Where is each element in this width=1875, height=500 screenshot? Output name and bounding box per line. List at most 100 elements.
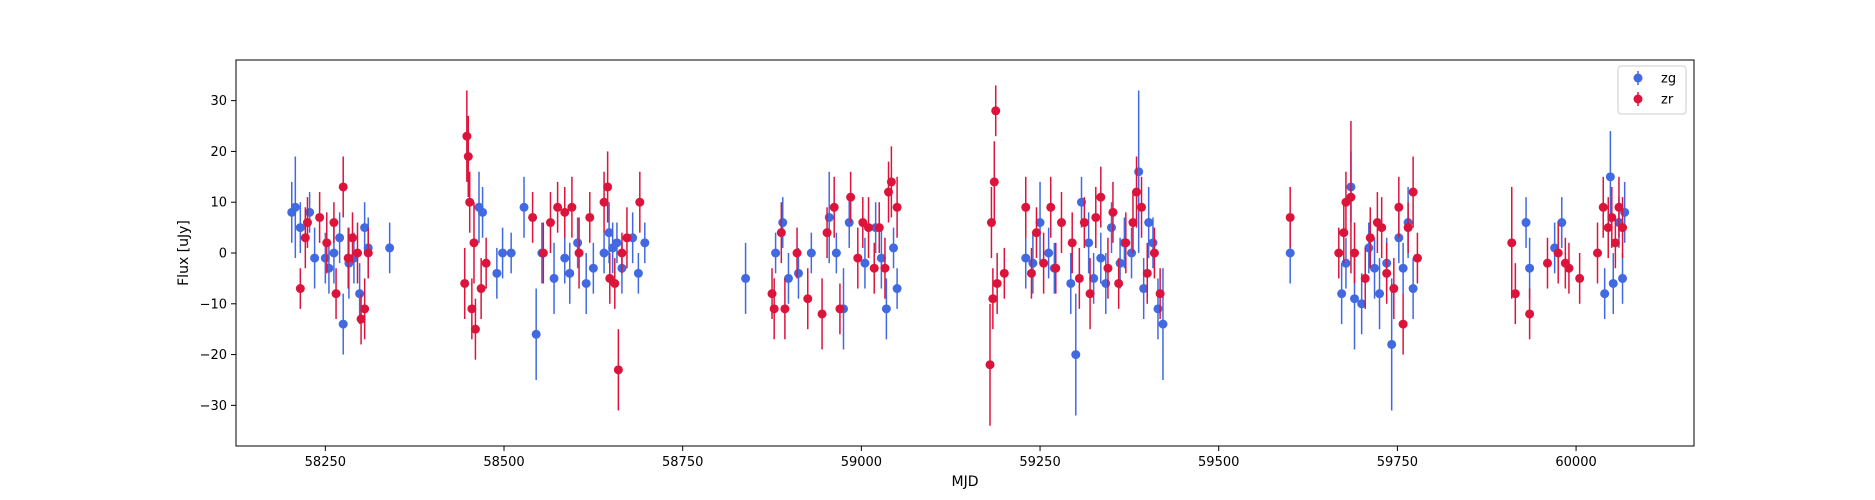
legend-item-zg: zg (1633, 71, 1676, 87)
data-point-zg-73 (1148, 238, 1158, 248)
data-point-zg-76 (1285, 248, 1295, 258)
data-point-zg-30 (599, 248, 609, 258)
data-point-zr-20 (470, 324, 480, 334)
data-point-zr-88 (1155, 289, 1165, 299)
data-point-zg-48 (860, 258, 870, 268)
x-axis-label: MJD (952, 474, 979, 490)
data-point-zg-29 (588, 263, 598, 273)
data-point-zr-75 (1079, 218, 1089, 228)
data-point-zg-26 (565, 268, 575, 278)
data-point-zg-13 (360, 223, 370, 233)
data-point-zg-54 (1021, 253, 1031, 263)
data-point-zg-45 (831, 248, 841, 258)
data-point-zr-13 (363, 248, 373, 258)
data-point-zg-57 (1044, 248, 1054, 258)
series-zr (295, 85, 1628, 426)
x-tick-label-59750: 59750 (1377, 455, 1418, 470)
data-point-zr-95 (1360, 273, 1370, 283)
data-point-zr-77 (1091, 212, 1101, 222)
data-point-zr-120 (1618, 223, 1628, 233)
data-point-zg-50 (876, 253, 886, 263)
data-point-zg-55 (1028, 258, 1038, 268)
data-point-zg-66 (1107, 223, 1117, 233)
data-point-zr-12 (360, 304, 370, 314)
data-point-zr-6 (331, 289, 341, 299)
data-point-zr-59 (985, 360, 995, 370)
data-point-zg-91 (1521, 218, 1531, 228)
data-point-zg-5 (320, 253, 330, 263)
data-point-zr-118 (1610, 238, 1620, 248)
data-point-zg-9 (338, 319, 348, 329)
data-point-zr-117 (1607, 212, 1617, 222)
data-point-zr-38 (635, 197, 645, 207)
x-tick-label-58500: 58500 (483, 455, 524, 470)
data-point-zg-95 (1600, 289, 1610, 299)
data-point-zg-59 (1066, 278, 1076, 288)
data-point-zg-21 (519, 202, 529, 212)
data-point-zr-8 (343, 253, 353, 263)
data-point-zr-15 (462, 131, 472, 141)
data-point-zr-93 (1346, 192, 1356, 202)
data-point-zr-2 (302, 218, 312, 228)
data-point-zr-3 (315, 212, 325, 222)
data-point-zg-82 (1364, 243, 1374, 253)
data-point-zr-74 (1074, 273, 1084, 283)
data-point-zg-52 (889, 243, 899, 253)
data-point-zr-26 (553, 202, 563, 212)
x-axis: 58250 58500 58750 59000 59250 59500 59750 60000 (305, 446, 1597, 470)
data-point-zr-83 (1128, 218, 1138, 228)
data-point-zr-68 (1031, 228, 1041, 238)
data-point-zg-63 (1089, 273, 1099, 283)
data-point-zr-98 (1377, 223, 1387, 233)
data-point-zr-29 (574, 248, 584, 258)
data-point-zg-1 (290, 202, 300, 212)
data-point-zr-1 (300, 233, 310, 243)
data-point-zr-14 (460, 278, 470, 288)
data-point-zg-77 (1337, 289, 1347, 299)
data-point-zr-32 (603, 182, 613, 192)
data-point-zg-72 (1144, 218, 1154, 228)
data-point-zr-42 (780, 304, 790, 314)
data-point-zr-87 (1149, 248, 1159, 258)
data-point-zr-85 (1137, 202, 1147, 212)
y-tick-label--10: −10 (200, 297, 227, 312)
data-point-zr-70 (1046, 202, 1056, 212)
data-point-zr-36 (617, 248, 627, 258)
data-point-zr-58 (892, 202, 902, 212)
data-point-zr-43 (792, 248, 802, 258)
data-point-zr-34 (610, 278, 620, 288)
data-point-zg-99 (1618, 273, 1628, 283)
series-zg (287, 90, 1630, 416)
data-point-zr-116 (1603, 223, 1613, 233)
data-point-zg-41 (783, 273, 793, 283)
data-point-zr-72 (1056, 218, 1066, 228)
x-tick-label-59250: 59250 (1019, 455, 1060, 470)
x-tick-label-58250: 58250 (305, 455, 346, 470)
data-point-zg-19 (498, 248, 508, 258)
data-point-zr-69 (1039, 258, 1049, 268)
data-point-zg-70 (1134, 167, 1144, 177)
data-point-zr-102 (1398, 319, 1408, 329)
legend-item-zr: zr (1633, 92, 1674, 108)
data-point-zg-86 (1387, 339, 1397, 349)
data-point-zg-60 (1071, 350, 1081, 360)
legend-marker-zr (1633, 94, 1643, 104)
data-point-zg-43 (806, 248, 816, 258)
data-point-zg-28 (581, 278, 591, 288)
y-tick-label-30: 30 (210, 94, 227, 109)
legend-label-zr: zr (1661, 93, 1674, 108)
y-tick-label-0: 0 (219, 247, 227, 262)
data-point-zr-48 (835, 304, 845, 314)
data-point-zr-79 (1103, 263, 1113, 273)
data-point-zr-113 (1575, 273, 1585, 283)
data-point-zg-62 (1084, 238, 1094, 248)
data-point-zr-55 (880, 263, 890, 273)
y-axis: −30 −20 −10 0 10 20 30 (200, 94, 236, 414)
data-point-zr-94 (1350, 248, 1360, 258)
legend: zg zr (1617, 65, 1687, 115)
data-point-zg-47 (844, 218, 854, 228)
data-point-zg-17 (478, 207, 488, 217)
data-point-zg-53 (892, 284, 902, 294)
data-point-zr-25 (545, 218, 555, 228)
